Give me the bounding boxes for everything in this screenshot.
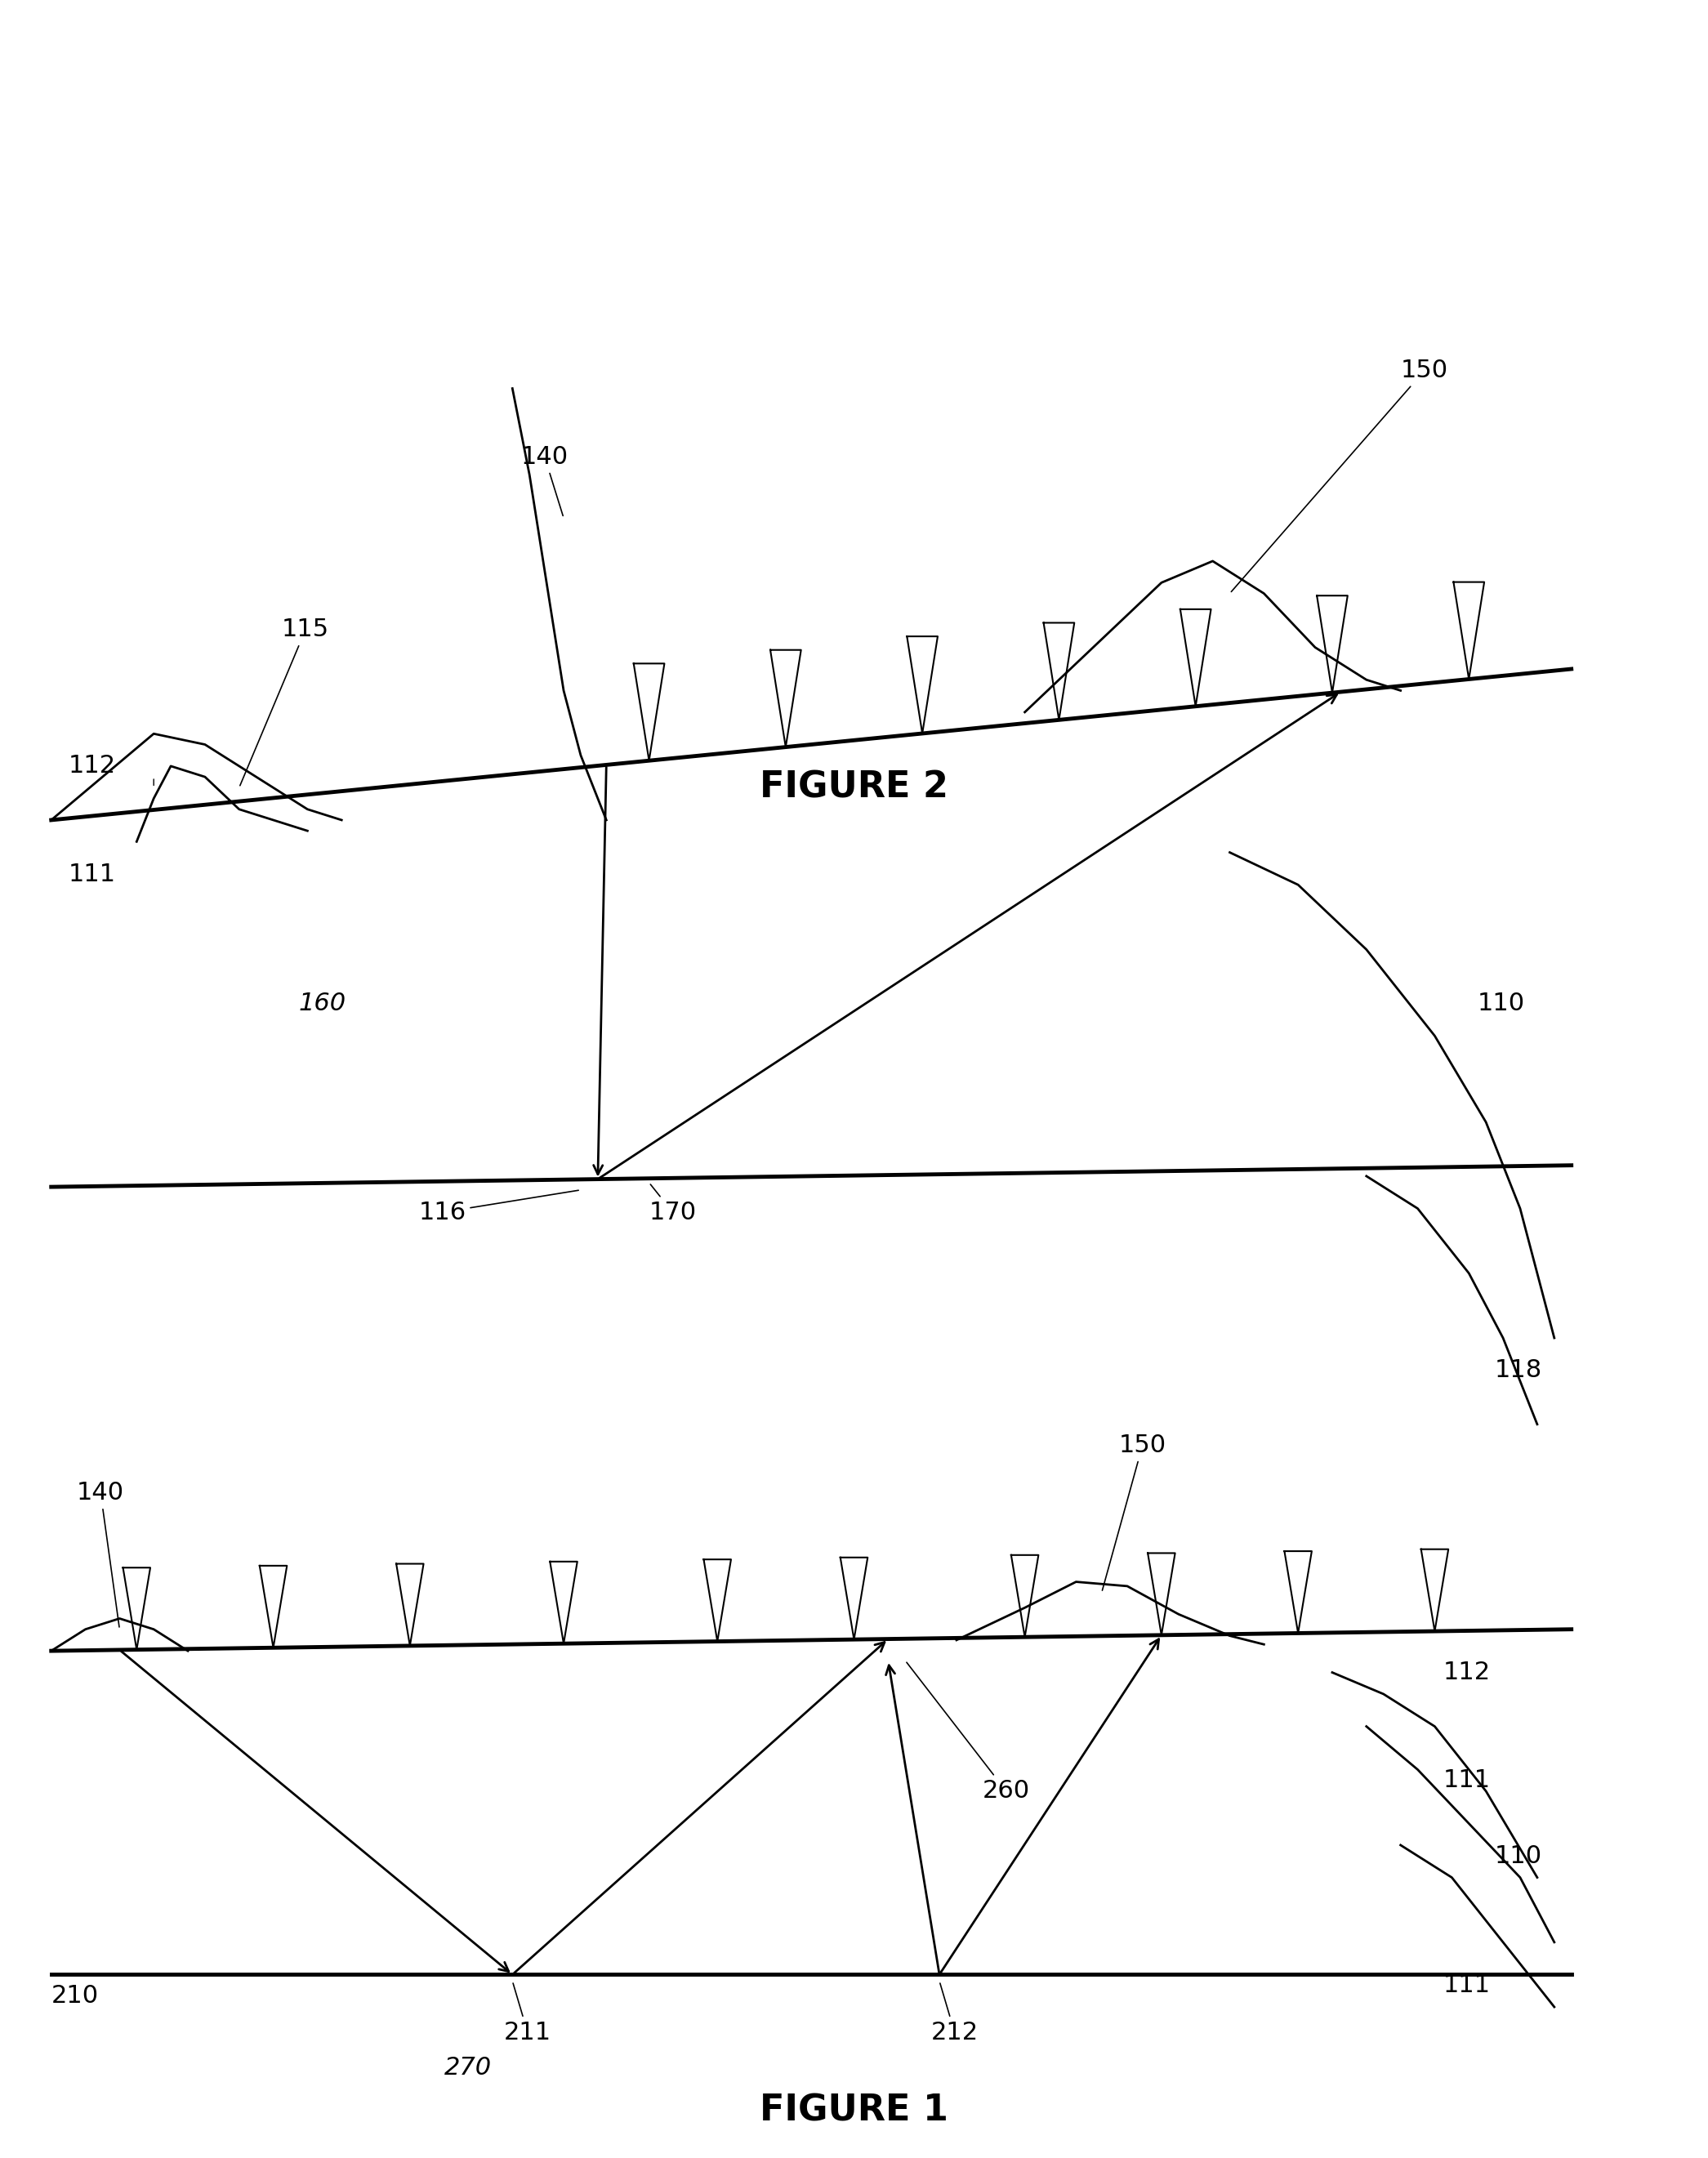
Text: 110: 110 [1494,1845,1542,1867]
Text: 270: 270 [444,2057,492,2078]
Text: 111: 111 [1443,1975,1491,1996]
Text: 211: 211 [504,1983,552,2044]
Text: 140: 140 [77,1480,125,1627]
Text: 116: 116 [418,1191,579,1224]
Text: 111: 111 [68,863,116,885]
Text: 210: 210 [51,1985,99,2007]
Text: 170: 170 [649,1185,697,1224]
Text: 112: 112 [1443,1662,1491,1683]
Text: FIGURE 2: FIGURE 2 [760,770,948,805]
Text: 118: 118 [1494,1360,1542,1381]
Text: 212: 212 [931,1983,979,2044]
Text: 111: 111 [1443,1770,1491,1791]
Text: 140: 140 [521,445,569,516]
Text: 260: 260 [907,1662,1030,1802]
Text: 150: 150 [1231,358,1448,591]
Text: 160: 160 [299,993,347,1014]
Text: 110: 110 [1477,993,1525,1014]
Text: 112: 112 [68,755,116,777]
Text: 115: 115 [241,617,330,786]
Text: 150: 150 [1102,1433,1167,1590]
Text: FIGURE 1: FIGURE 1 [760,2093,948,2128]
